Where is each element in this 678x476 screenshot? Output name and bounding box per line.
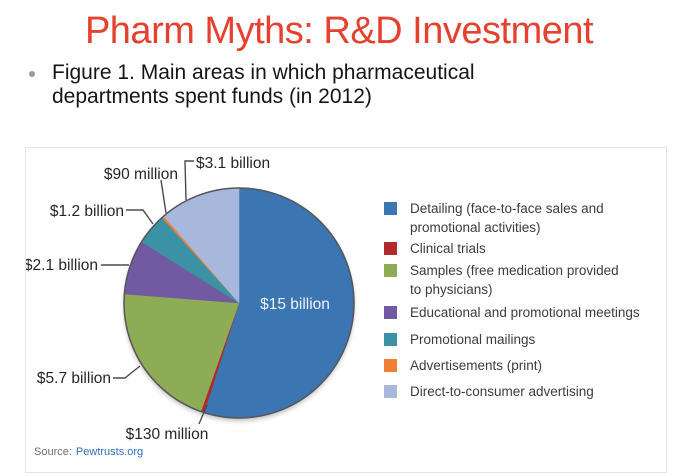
value-label-promotional-mailings: $1.2 billion bbox=[50, 203, 124, 220]
value-label-detailing: $15 billion bbox=[260, 296, 330, 313]
figure-caption: Figure 1. Main areas in which pharmaceut… bbox=[52, 61, 475, 109]
legend-label-clinical-trials: Clinical trials bbox=[410, 241, 486, 256]
legend-swatch-educational-meetings bbox=[384, 306, 397, 319]
legend-label-dtc-advertising: Direct-to-consumer advertising bbox=[410, 384, 594, 399]
figure-panel: $15 billion $130 million $5.7 billion $2.1 … bbox=[25, 147, 667, 473]
legend-label-detailing: Detailing (face-to-face sales and promoti… bbox=[410, 201, 604, 235]
legend-item-clinical-trials: Clinical trials bbox=[384, 239, 486, 258]
value-label-print-ads: $90 million bbox=[104, 166, 178, 183]
pie-chart: $15 billion $130 million $5.7 billion $2.1 … bbox=[26, 155, 355, 443]
legend-item-print-ads: Advertisements (print) bbox=[384, 356, 542, 375]
value-label-dtc-advertising: $3.1 billion bbox=[196, 155, 270, 172]
value-label-clinical-trials: $130 million bbox=[126, 426, 209, 443]
legend-item-dtc-advertising: Direct-to-consumer advertising bbox=[384, 382, 594, 401]
legend-swatch-promotional-mailings bbox=[384, 333, 397, 346]
pie-outline bbox=[123, 187, 355, 419]
leader-line-promotional-mailings bbox=[126, 209, 154, 225]
legend-item-promotional-mailings: Promotional mailings bbox=[384, 330, 535, 349]
legend-label-print-ads: Advertisements (print) bbox=[410, 358, 543, 373]
value-label-educational-meetings: $2.1 billion bbox=[26, 257, 98, 274]
legend-label-educational-meetings: Educational and promotional meetings bbox=[410, 305, 640, 320]
value-label-samples: $5.7 billion bbox=[37, 370, 111, 387]
figure-caption-line2: departments spent funds (in 2012) bbox=[52, 85, 372, 108]
legend-label-promotional-mailings: Promotional mailings bbox=[410, 332, 536, 347]
source-link[interactable]: Pewtrusts.org bbox=[75, 446, 144, 458]
bullet-icon bbox=[29, 71, 35, 77]
legend-swatch-samples bbox=[384, 264, 397, 277]
leader-line-samples bbox=[113, 365, 141, 379]
figure-caption-line1: Figure 1. Main areas in which pharmaceut… bbox=[52, 61, 475, 84]
leader-line-dtc-advertising bbox=[184, 160, 194, 201]
legend-item-detailing: Detailing (face-to-face sales and promoti… bbox=[384, 199, 604, 237]
legend-swatch-print-ads bbox=[384, 359, 397, 372]
source-line: Source: Pewtrusts.org bbox=[34, 446, 143, 458]
legend-label-samples: Samples (free medication provided to phys… bbox=[410, 263, 619, 297]
legend-item-samples: Samples (free medication provided to phys… bbox=[384, 261, 619, 299]
leader-line-print-ads bbox=[160, 179, 167, 214]
legend-swatch-clinical-trials bbox=[384, 242, 397, 255]
legend-swatch-dtc-advertising bbox=[384, 385, 397, 398]
legend-swatch-detailing bbox=[384, 202, 397, 215]
source-prefix: Source: bbox=[34, 446, 72, 458]
chart-legend: Detailing (face-to-face sales and promoti… bbox=[26, 148, 666, 472]
legend-item-educational-meetings: Educational and promotional meetings bbox=[384, 303, 640, 322]
slide-title: Pharm Myths: R&D Investment bbox=[84, 10, 594, 52]
leader-line-clinical-trials bbox=[198, 404, 208, 425]
